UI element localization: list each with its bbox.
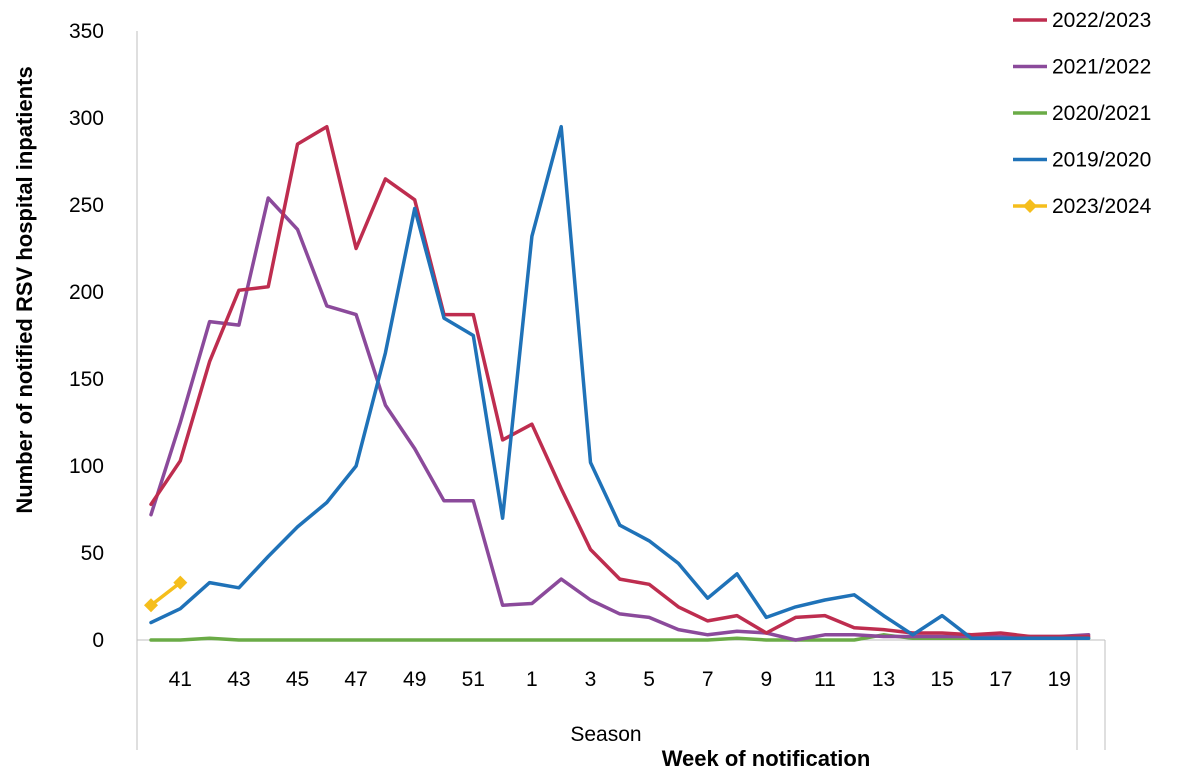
series-line-2022-2023: [149, 124, 1091, 639]
x-tick-label: 43: [227, 668, 250, 691]
x-tick-label: 7: [702, 668, 714, 691]
legend-label: 2020/2021: [1052, 102, 1151, 125]
axis-lines: [136, 31, 1106, 750]
x-tick-label: 51: [462, 668, 485, 691]
y-tick-label: 100: [69, 455, 104, 478]
x-axis-title: Week of notification: [662, 746, 871, 771]
y-axis-ticks: 0 50 100 150 200 250 300 350: [69, 20, 104, 652]
legend-label: 2019/2020: [1052, 149, 1151, 172]
legend-label: 2021/2022: [1052, 56, 1151, 79]
y-tick-label: 300: [69, 107, 104, 130]
y-tick-label: 200: [69, 281, 104, 304]
y-tick-label: 150: [69, 368, 104, 391]
series-lines: [144, 124, 1091, 642]
y-tick-label: 350: [69, 20, 104, 43]
x-tick-label: 19: [1048, 668, 1071, 691]
data-point-marker: [144, 598, 158, 613]
y-tick-label: 0: [92, 629, 104, 652]
series-line-2020-2021: [149, 633, 1091, 642]
x-axis-ticks: 41 43 45 47 49 51 1 3 5 7 9 11 13 15 17 19: [169, 668, 1071, 691]
x-tick-label: 49: [403, 668, 426, 691]
legend-marker: [1023, 199, 1037, 213]
legend: 2022/2023 2021/2022 2020/2021 2019/2020 2023…: [1013, 9, 1152, 218]
x-tick-label: 9: [760, 668, 772, 691]
x-tick-label: 5: [643, 668, 655, 691]
x-tick-label: 41: [169, 668, 192, 691]
legend-label: 2023/2024: [1052, 195, 1152, 218]
x-tick-label: 11: [814, 668, 836, 691]
x-tick-label: 45: [286, 668, 309, 691]
x-tick-label: 3: [585, 668, 597, 691]
y-tick-label: 50: [81, 542, 104, 565]
series-line-2019-2020: [149, 124, 1091, 641]
x-tick-label: 47: [344, 668, 367, 691]
y-axis-title: Number of notified RSV hospital inpatien…: [12, 66, 37, 513]
series-line-2021-2022: [149, 196, 1091, 642]
x-axis-sublabel: Season: [570, 723, 641, 746]
x-tick-label: 15: [930, 668, 953, 691]
y-tick-label: 250: [69, 194, 104, 217]
x-tick-label: 1: [526, 668, 538, 691]
x-tick-label: 13: [872, 668, 895, 691]
x-tick-label: 17: [989, 668, 1012, 691]
series-line-2023-2024: [149, 580, 183, 607]
data-point-marker: [173, 575, 188, 590]
legend-label: 2022/2023: [1052, 9, 1151, 32]
